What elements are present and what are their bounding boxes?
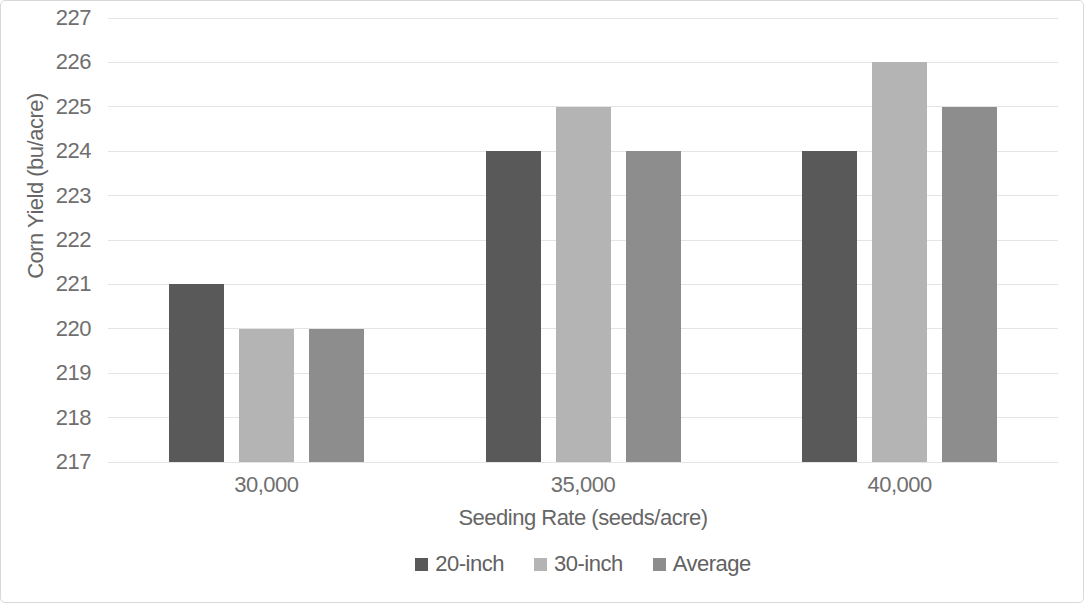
bar-Average-30,000 xyxy=(309,329,364,462)
x-tick-label: 30,000 xyxy=(186,472,346,498)
y-tick-label: 224 xyxy=(21,138,91,164)
plot-area xyxy=(108,18,1058,462)
y-tick-label: 219 xyxy=(21,360,91,386)
y-tick-label: 223 xyxy=(21,183,91,209)
bar-Average-40,000 xyxy=(942,107,997,462)
legend-label: 20-inch xyxy=(435,551,504,577)
bar-20-inch-35,000 xyxy=(486,151,541,462)
y-tick-label: 226 xyxy=(21,49,91,75)
legend-swatch-icon xyxy=(534,558,547,571)
legend-item-30-inch: 30-inch xyxy=(534,551,623,577)
gridline xyxy=(108,18,1058,19)
bar-20-inch-40,000 xyxy=(802,151,857,462)
legend-label: 30-inch xyxy=(554,551,623,577)
legend-item-Average: Average xyxy=(653,551,751,577)
y-tick-label: 222 xyxy=(21,227,91,253)
bar-30-inch-30,000 xyxy=(239,329,294,462)
bar-chart: Corn Yield (bu/acre) 2172182192202212222… xyxy=(0,0,1084,603)
y-tick-label: 218 xyxy=(21,405,91,431)
y-tick-label: 227 xyxy=(21,5,91,31)
y-tick-label: 217 xyxy=(21,449,91,475)
bar-20-inch-30,000 xyxy=(169,284,224,462)
legend-swatch-icon xyxy=(415,558,428,571)
legend-swatch-icon xyxy=(653,558,666,571)
bar-Average-35,000 xyxy=(626,151,681,462)
legend-label: Average xyxy=(673,551,751,577)
y-tick-label: 221 xyxy=(21,271,91,297)
x-axis-title: Seeding Rate (seeds/acre) xyxy=(108,505,1058,531)
bar-30-inch-35,000 xyxy=(556,107,611,462)
y-tick-label: 220 xyxy=(21,316,91,342)
x-tick-label: 35,000 xyxy=(503,472,663,498)
bar-30-inch-40,000 xyxy=(872,62,927,462)
x-tick-label: 40,000 xyxy=(820,472,980,498)
legend-item-20-inch: 20-inch xyxy=(415,551,504,577)
y-tick-label: 225 xyxy=(21,94,91,120)
legend: 20-inch 30-inch Average xyxy=(108,551,1058,577)
